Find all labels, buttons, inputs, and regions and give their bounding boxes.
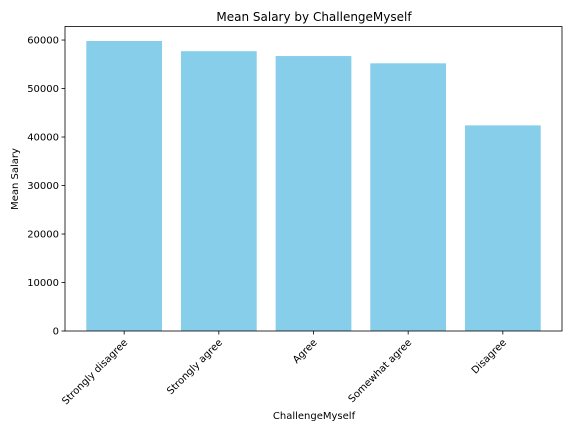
y-tick-label: 40000 bbox=[27, 133, 59, 144]
y-tick-label: 30000 bbox=[27, 181, 59, 192]
bar-agree bbox=[275, 56, 352, 331]
x-axis-label: ChallengeMyself bbox=[273, 411, 356, 422]
y-tick-label: 50000 bbox=[27, 84, 59, 95]
y-axis-label: Mean Salary bbox=[10, 148, 21, 210]
y-tick-label: 60000 bbox=[27, 36, 59, 47]
y-tick-label: 20000 bbox=[27, 230, 59, 241]
axes-frame bbox=[64, 26, 563, 332]
bars-group bbox=[86, 41, 541, 332]
bar-strongly-disagree bbox=[86, 41, 163, 331]
chart-title: Mean Salary by ChallengeMyself bbox=[216, 10, 412, 24]
bar-somewhat-agree bbox=[370, 63, 447, 332]
bar-disagree bbox=[464, 125, 541, 331]
y-tick-label: 0 bbox=[53, 327, 59, 338]
y-axis-ticks: 0 10000 20000 30000 40000 50000 60000 bbox=[27, 36, 65, 338]
bar-strongly-agree bbox=[180, 51, 257, 331]
y-tick-label: 10000 bbox=[27, 278, 59, 289]
